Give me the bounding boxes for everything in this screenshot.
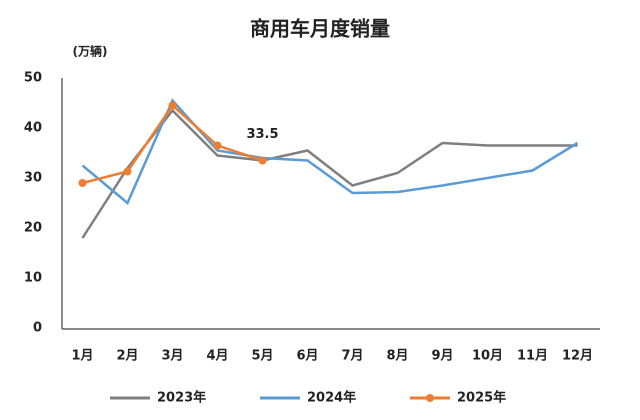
x-tick-label: 6月 (296, 349, 318, 364)
legend-label: 2025年 (457, 390, 506, 406)
y-axis-label: (万辆) (73, 44, 108, 59)
y-tick-label: 0 (33, 321, 42, 336)
legend-label: 2024年 (307, 390, 356, 406)
y-tick-label: 20 (24, 221, 42, 236)
y-tick-label: 40 (24, 121, 42, 136)
x-tick-label: 2月 (116, 349, 138, 364)
chart-title: 商用车月度销量 (250, 17, 390, 41)
legend-label: 2023年 (157, 390, 206, 406)
y-tick-label: 10 (24, 271, 42, 286)
line-series (82, 103, 263, 185)
x-tick-label: 4月 (206, 349, 228, 364)
point (258, 156, 267, 165)
x-tick-label: 8月 (386, 349, 408, 364)
point (213, 141, 222, 150)
legend-marker (426, 394, 434, 402)
x-tick-label: 5月 (251, 349, 273, 364)
x-tick-label: 12月 (562, 349, 593, 364)
x-tick-label: 1月 (71, 349, 93, 364)
x-tick-label: 9月 (431, 349, 453, 364)
point (123, 167, 132, 176)
y-tick-label: 50 (24, 71, 42, 86)
point (168, 101, 177, 110)
x-tick-label: 7月 (341, 349, 363, 364)
y-tick-label: 30 (24, 171, 42, 186)
data-label: 33.5 (246, 127, 278, 142)
x-tick-label: 10月 (472, 349, 503, 364)
x-tick-label: 11月 (517, 349, 548, 364)
line-series (81, 98, 579, 206)
x-tick-label: 3月 (161, 349, 183, 364)
point (78, 179, 87, 187)
